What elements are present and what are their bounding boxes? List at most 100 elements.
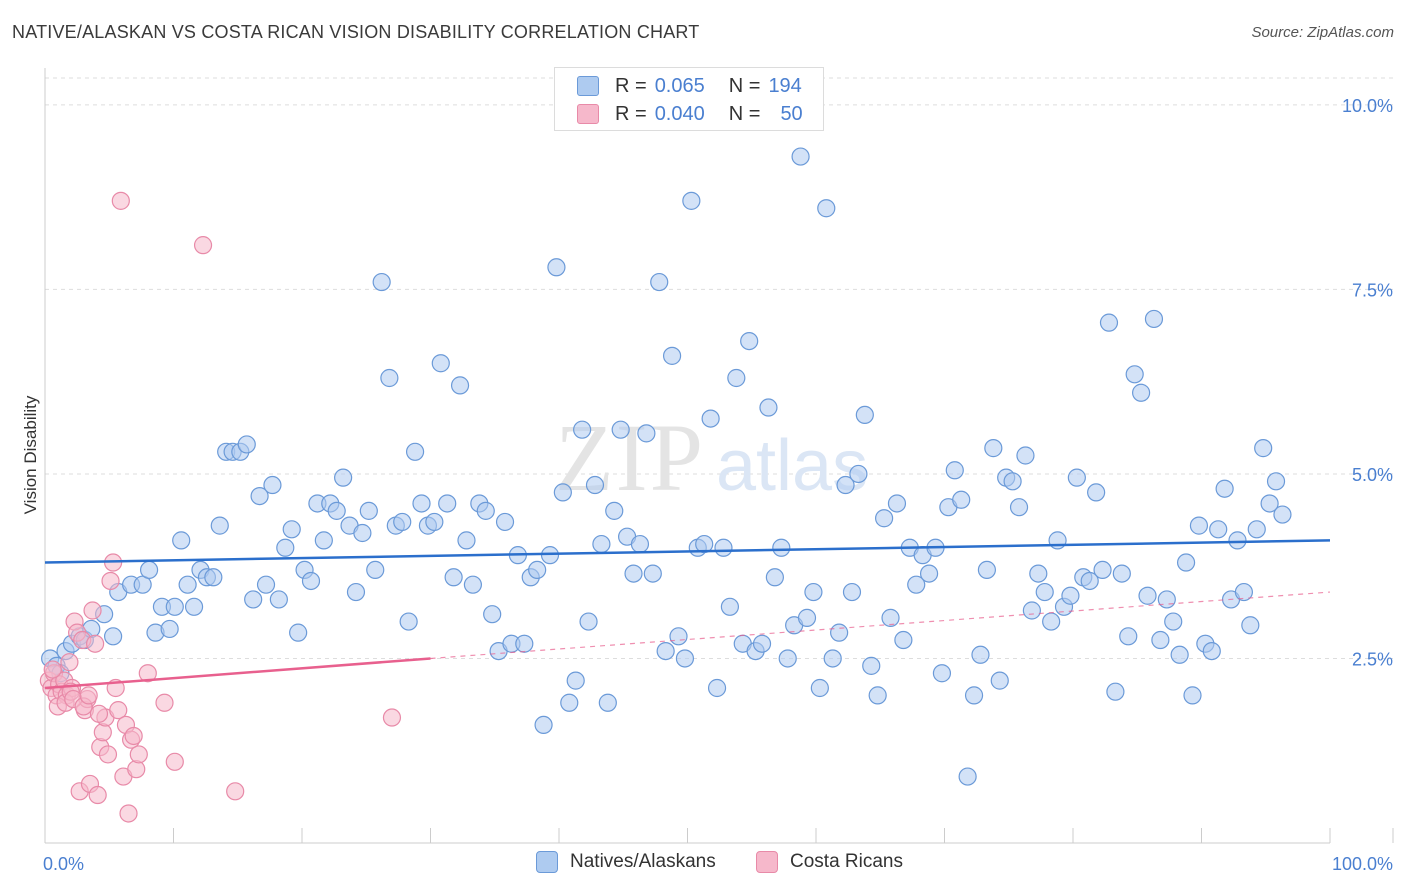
- stats-legend: R = 0.065 N = 194 R = 0.040 N = 50: [554, 67, 824, 131]
- native-point: [282, 520, 301, 539]
- native-point: [630, 534, 650, 554]
- native-point: [952, 490, 971, 509]
- native-point: [560, 693, 579, 712]
- native-point: [444, 568, 463, 587]
- watermark-zip: ZIP: [555, 404, 705, 511]
- native-point: [515, 634, 534, 653]
- native-point: [650, 272, 669, 292]
- native-point: [1029, 564, 1048, 583]
- native-point: [810, 678, 829, 698]
- native-point: [1228, 531, 1247, 550]
- trend-line-costa-ricans-extension: [430, 591, 1331, 660]
- native-point: [605, 501, 624, 520]
- native-point: [1234, 582, 1254, 602]
- native-point: [314, 531, 333, 550]
- costa-rican-point: [88, 785, 107, 805]
- native-point: [990, 671, 1009, 690]
- native-point: [1093, 560, 1112, 580]
- native-point: [393, 512, 412, 532]
- native-point: [1247, 520, 1266, 539]
- bottom-legend-label-natives: Natives/Alaskans: [570, 851, 716, 872]
- y-tick-label: 5.0%: [1352, 465, 1393, 485]
- costa-rican-point: [60, 653, 79, 672]
- native-point: [656, 641, 675, 661]
- costa-rican-point: [127, 760, 146, 779]
- native-point: [727, 368, 746, 388]
- native-point: [752, 634, 772, 653]
- native-point: [1209, 520, 1228, 539]
- native-point: [1042, 612, 1061, 631]
- legend-n-value-natives: 194: [768, 74, 802, 97]
- native-point: [1061, 586, 1080, 605]
- native-point: [534, 715, 553, 735]
- costa-rican-point: [98, 745, 118, 764]
- native-point: [366, 560, 385, 580]
- native-point: [1132, 383, 1151, 402]
- native-point: [359, 501, 378, 520]
- native-point: [772, 538, 791, 557]
- legend-n-value-costa-ricans: 50: [780, 102, 803, 125]
- legend-r-label: R =: [615, 102, 647, 125]
- native-point: [598, 693, 617, 712]
- native-point: [875, 509, 894, 528]
- native-point: [438, 494, 457, 513]
- native-point: [301, 571, 321, 591]
- native-point: [237, 435, 256, 454]
- native-point: [778, 649, 797, 668]
- chart-title: NATIVE/ALASKAN VS COSTA RICAN VISION DIS…: [12, 22, 700, 42]
- native-point: [1112, 564, 1131, 583]
- native-point: [547, 258, 566, 277]
- native-point: [399, 612, 418, 631]
- trend-layer: [44, 539, 1331, 690]
- native-point: [289, 623, 308, 642]
- native-point: [528, 560, 547, 580]
- costa-rican-point: [101, 571, 120, 591]
- native-point: [334, 468, 353, 487]
- native-point: [139, 560, 159, 580]
- native-point: [1035, 582, 1054, 602]
- native-point: [1099, 313, 1119, 332]
- costa-rican-point: [138, 664, 157, 683]
- native-point: [463, 575, 483, 594]
- costa-rican-point: [226, 782, 245, 801]
- native-point: [1176, 553, 1196, 572]
- bottom-legend-natives: Natives/Alaskans: [536, 851, 716, 873]
- native-point: [1151, 630, 1170, 650]
- native-point: [765, 568, 784, 587]
- y-tick-label: 2.5%: [1352, 649, 1393, 669]
- native-point: [1164, 612, 1183, 631]
- native-point: [984, 439, 1003, 458]
- native-point: [707, 678, 727, 698]
- trend-line-costa-ricans: [44, 657, 431, 690]
- native-point: [637, 424, 656, 443]
- native-point: [1138, 586, 1157, 605]
- x-tick-label-min: 0.0%: [43, 854, 84, 874]
- grid-layer: [45, 77, 1393, 659]
- native-point: [964, 686, 984, 705]
- native-point: [977, 560, 997, 580]
- native-point: [720, 597, 740, 616]
- costa-rican-point: [382, 708, 402, 727]
- legend-swatch-costa-ricans: [577, 104, 599, 124]
- native-point: [862, 656, 881, 675]
- native-point: [1215, 479, 1234, 498]
- costa-rican-point: [93, 723, 112, 742]
- native-point: [172, 531, 191, 550]
- native-point: [1170, 645, 1189, 664]
- native-point: [868, 686, 887, 705]
- native-point: [476, 501, 495, 520]
- legend-r-value-costa-ricans: 0.040: [654, 102, 705, 125]
- native-point: [412, 494, 431, 513]
- native-point: [184, 597, 204, 616]
- costa-rican-point: [155, 693, 174, 712]
- native-point: [165, 597, 184, 616]
- costa-rican-point: [119, 804, 138, 823]
- native-point: [1087, 483, 1106, 502]
- native-point: [714, 538, 733, 557]
- legend-n-label: N =: [728, 102, 761, 125]
- native-point: [353, 523, 372, 543]
- y-tick-label: 10.0%: [1342, 96, 1393, 116]
- costa-rican-point: [129, 745, 148, 764]
- native-point: [450, 376, 470, 395]
